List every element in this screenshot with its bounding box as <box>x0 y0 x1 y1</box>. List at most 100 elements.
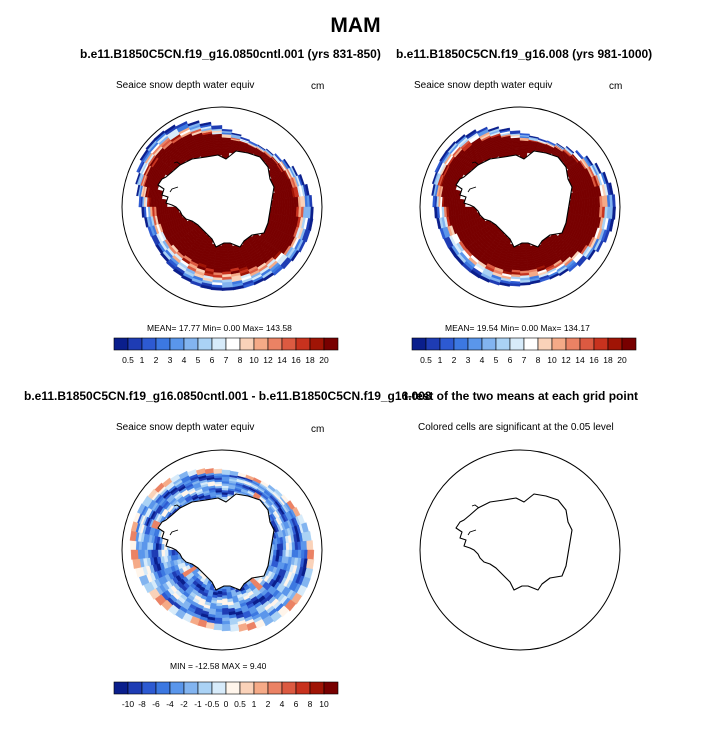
diff-cell <box>195 468 206 474</box>
colorbar-box <box>481 337 497 351</box>
snow-cell <box>309 194 313 208</box>
diff-cell <box>273 549 277 556</box>
coastline-detail <box>169 161 182 193</box>
diff-cell <box>221 604 229 609</box>
snow-cell <box>165 260 176 270</box>
coastline-detail <box>467 504 480 536</box>
colorbar-box <box>141 337 157 351</box>
diff-cell <box>279 607 290 618</box>
panel-diff-title: b.e11.B1850C5CN.f19_g16.0850cntl.001 - b… <box>24 389 432 403</box>
diff-cell <box>221 608 229 612</box>
snow-cell <box>568 262 579 273</box>
colorbar-box <box>267 337 283 351</box>
snow-cell <box>529 135 539 139</box>
snow-cell <box>155 243 164 255</box>
snow-cell <box>465 129 477 138</box>
diff-cell <box>221 601 229 606</box>
diff-cell <box>230 626 240 632</box>
colorbar-box <box>211 681 227 695</box>
colorbar-tick-label: 2 <box>266 699 271 709</box>
colorbar-box <box>127 337 143 351</box>
map-boundary <box>121 449 323 651</box>
diff-cell <box>216 596 223 601</box>
colorbar-tick-label: 2 <box>154 355 159 365</box>
diff-cell <box>263 617 274 627</box>
colorbar-tick-label: 8 <box>238 355 243 365</box>
snow-cell <box>181 274 193 283</box>
colorbar-tick-label: 6 <box>508 355 513 365</box>
colorbar-box <box>621 337 637 351</box>
colorbar-tick-label: 10 <box>547 355 557 365</box>
colorbar-box <box>537 337 553 351</box>
colorbar-box <box>281 681 297 695</box>
colorbar-tick-label: 3 <box>168 355 173 365</box>
colorbar-box <box>411 337 427 351</box>
snow-cell <box>558 268 569 277</box>
diff-cell <box>154 482 164 492</box>
colorbar-tick-label: 12 <box>561 355 571 365</box>
colorbar-box <box>295 681 311 695</box>
colorbar-box <box>183 681 199 695</box>
snow-cell <box>172 268 184 277</box>
colorbar-box <box>197 337 213 351</box>
diff-cell <box>310 549 315 560</box>
snow-cell <box>548 272 560 280</box>
colorbar-box <box>309 681 325 695</box>
colorbar-tick-label: 8 <box>536 355 541 365</box>
snow-cell <box>434 206 438 219</box>
diff-cell <box>272 613 282 623</box>
panel-ttest-subtitle: Colored cells are significant at the 0.0… <box>418 422 614 433</box>
diff-cell <box>162 477 172 486</box>
snow-cell <box>242 282 255 289</box>
diff-cell <box>238 626 249 632</box>
antarctica-coastline <box>157 493 275 591</box>
colorbar-tick-label: 6 <box>210 355 215 365</box>
colorbar-box <box>141 681 157 695</box>
snow-cell <box>487 126 500 132</box>
coastline-detail <box>169 504 182 536</box>
diff-cell <box>282 549 287 557</box>
snow-field-cells <box>431 126 616 287</box>
snow-cell <box>298 240 306 253</box>
diff-cell <box>303 577 311 589</box>
diff-cell <box>213 468 223 472</box>
colorbar-box <box>253 681 269 695</box>
snow-cell <box>519 133 530 136</box>
diff-cell <box>247 624 257 631</box>
diff-cell <box>178 470 189 478</box>
colorbar-box <box>155 681 171 695</box>
antarctica-coastline <box>455 493 573 591</box>
diff-cell <box>154 549 159 558</box>
diff-colorbar: -10 -8 -6 -4 -2 -1 -0.5 0 0.5 1 2 4 6 8 10 <box>113 681 339 709</box>
snow-cell <box>290 250 300 262</box>
diff-cell <box>215 605 223 610</box>
snow-cell <box>199 121 212 127</box>
colorbar-tick-label: 0 <box>224 699 229 709</box>
colorbar-box <box>593 337 609 351</box>
colorbar-tick-label: -4 <box>166 699 174 709</box>
colorbar-tick-label: 16 <box>291 355 301 365</box>
colorbar-tick-label: 6 <box>294 699 299 709</box>
snow-cell <box>476 126 488 134</box>
panel-ctrl-title: b.e11.B1850C5CN.f19_g16.0850cntl.001 (yr… <box>80 47 381 61</box>
diff-cell <box>293 594 303 605</box>
diff-cell <box>161 549 166 557</box>
diff-cell <box>279 543 284 551</box>
diff-cell <box>137 503 144 514</box>
colorbar-tick-label: 18 <box>603 355 613 365</box>
snow-cell <box>272 266 284 276</box>
diff-cell <box>147 549 152 558</box>
diff-cell <box>221 598 228 603</box>
panel-exp-title: b.e11.B1850C5CN.f19_g16.008 (yrs 981-100… <box>396 47 653 61</box>
snow-cell <box>587 249 596 261</box>
snow-cell <box>221 287 234 291</box>
panel-exp-variable: Seaice snow depth water equiv <box>414 80 553 91</box>
diff-cell <box>130 549 136 560</box>
diff-cell <box>276 549 280 557</box>
diff-cell <box>133 511 139 523</box>
diff-cell <box>129 540 134 551</box>
snow-cell <box>200 284 212 290</box>
diff-cell <box>309 540 314 551</box>
diff-cell <box>221 469 231 473</box>
diff-cell <box>171 549 176 556</box>
